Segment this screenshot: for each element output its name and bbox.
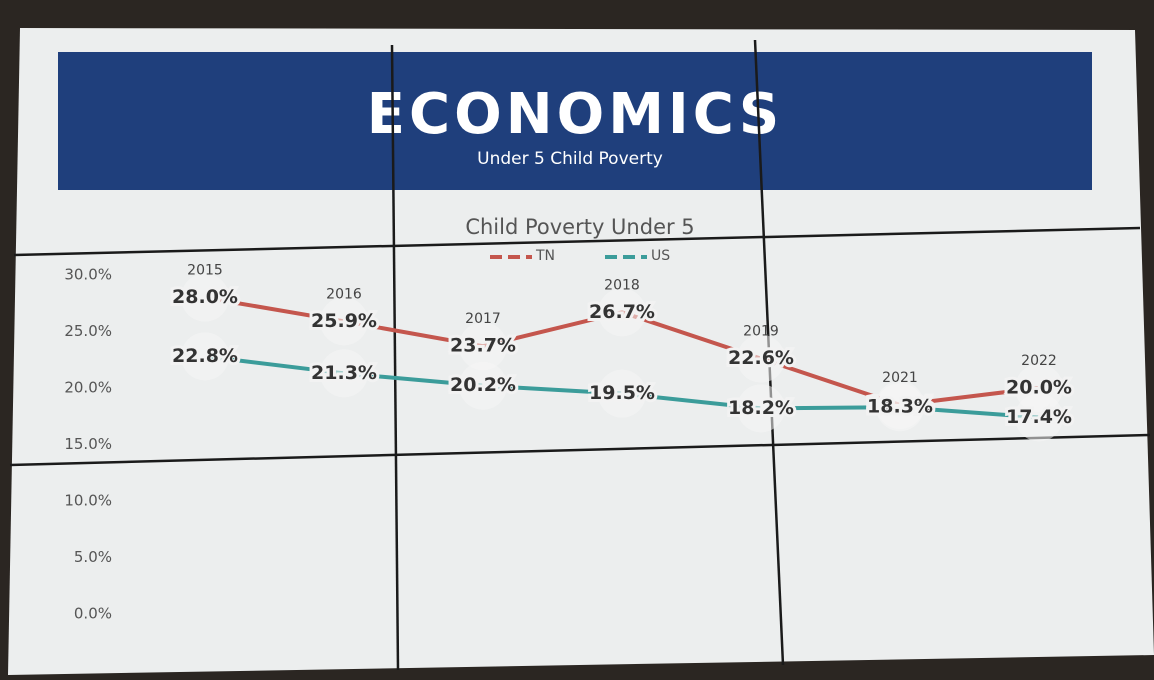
banner-title: ECONOMICS [367,82,783,147]
category-label: 2018 [604,277,640,293]
banner [58,52,1092,190]
y-tick-label: 5.0% [74,548,112,566]
value-label: 20.2% [450,374,516,396]
chart-title: Child Poverty Under 5 [465,215,694,239]
point [459,322,507,371]
y-tick-label: 10.0% [64,492,112,510]
point [876,383,924,432]
value-label: 18.2% [728,397,794,419]
point [320,297,368,346]
y-tick-label: 25.0% [64,322,112,340]
value-label: 25.9% [311,310,377,332]
point [181,332,229,381]
point [459,361,507,410]
value-label: 18.3% [867,396,933,418]
category-label: 2019 [743,324,779,340]
value-label: 17.4% [1006,406,1072,428]
legend-label: US [651,248,670,264]
y-tick-label: 30.0% [64,266,112,284]
legend-label: TN [535,248,555,264]
value-label: 19.5% [589,382,655,404]
value-label: 26.7% [589,301,655,323]
y-tick-label: 15.0% [64,435,112,453]
point [1015,393,1063,442]
value-label: 22.6% [728,347,794,369]
category-label: 2022 [1021,353,1057,369]
value-label: 20.0% [1006,377,1072,399]
point [181,273,229,322]
category-label: 2017 [465,311,501,327]
y-tick-label: 20.0% [64,379,112,397]
value-label: 23.7% [450,335,516,357]
point [737,334,785,383]
point [320,349,368,398]
banner-subtitle: Under 5 Child Poverty [477,149,663,169]
value-label: 28.0% [172,286,238,308]
category-label: 2021 [882,370,918,386]
y-tick-label: 0.0% [74,605,112,623]
value-label: 21.3% [311,362,377,384]
category-label: 2016 [326,286,362,302]
value-label: 22.8% [172,345,238,367]
category-label: 2015 [187,263,223,279]
point [598,369,646,418]
point [737,384,785,433]
point [598,288,646,337]
